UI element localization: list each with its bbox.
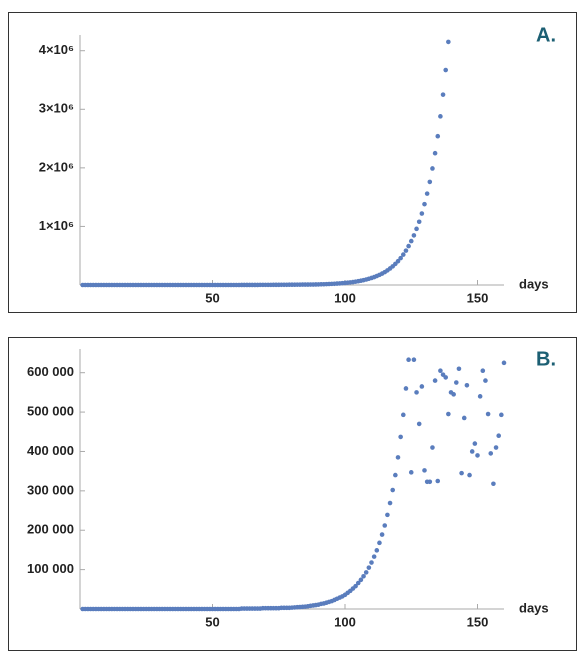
panel-annotation: A.	[536, 24, 556, 46]
y-tick-label: 100 000	[27, 561, 74, 576]
data-point	[469, 449, 475, 454]
data-point	[493, 445, 499, 450]
data-point	[443, 375, 449, 380]
data-point	[464, 382, 470, 388]
data-point	[461, 415, 467, 421]
x-tick-label: 150	[467, 290, 489, 305]
data-point	[403, 386, 409, 391]
data-point	[371, 554, 377, 559]
panel-frame	[8, 12, 577, 313]
x-tick-label: 50	[205, 290, 219, 305]
y-tick-label: 2×10⁶	[39, 159, 74, 174]
y-tick-label: 1×10⁶	[39, 218, 74, 233]
data-point	[408, 470, 414, 475]
data-point	[483, 378, 488, 383]
data-point	[395, 258, 401, 264]
y-tick-label: 500 000	[27, 404, 74, 419]
data-point	[430, 166, 435, 171]
y-tick-label: 200 000	[27, 522, 74, 537]
data-point	[411, 357, 417, 362]
data-point	[361, 574, 366, 579]
data-point	[477, 394, 483, 399]
data-point	[398, 434, 403, 440]
data-point	[411, 233, 417, 238]
data-point	[393, 472, 398, 478]
data-point	[501, 360, 507, 366]
data-point	[432, 378, 438, 383]
data-point	[401, 252, 406, 257]
y-tick-label: 600 000	[27, 364, 74, 379]
data-point	[363, 570, 369, 575]
data-point	[440, 92, 446, 97]
x-tick-label: 50	[205, 614, 219, 629]
data-point	[353, 583, 358, 589]
data-point	[398, 255, 403, 261]
data-point	[438, 368, 443, 374]
data-point	[488, 451, 494, 456]
x-axis-label: days	[519, 600, 549, 615]
data-point	[467, 472, 472, 478]
data-point	[414, 226, 419, 232]
x-tick-label: 100	[334, 614, 356, 629]
data-point	[451, 392, 456, 397]
data-point	[355, 580, 361, 586]
data-point	[427, 479, 433, 485]
data-point	[480, 368, 486, 374]
panel-frame	[8, 337, 577, 651]
y-tick-label: 3×10⁶	[39, 101, 74, 116]
y-tick-label: 300 000	[27, 482, 74, 497]
data-point	[446, 411, 451, 417]
data-point	[395, 455, 401, 460]
data-point	[416, 219, 422, 225]
data-point	[379, 532, 385, 537]
data-point	[369, 560, 374, 565]
data-point	[385, 512, 390, 518]
data-point	[408, 238, 414, 244]
data-point	[419, 211, 425, 216]
data-point	[499, 412, 504, 418]
data-point	[374, 548, 380, 553]
y-tick-label: 400 000	[27, 443, 74, 458]
data-point	[406, 243, 411, 249]
data-point	[446, 39, 451, 45]
data-point	[366, 565, 372, 570]
data-point	[406, 357, 411, 362]
data-point	[459, 470, 464, 476]
panel-annotation: B.	[536, 348, 556, 370]
x-axis-label: days	[519, 276, 549, 291]
data-point	[491, 481, 496, 487]
data-point	[424, 191, 430, 196]
data-point	[472, 441, 478, 446]
data-point	[358, 577, 364, 583]
data-point	[438, 114, 443, 119]
data-point	[377, 540, 382, 546]
data-point	[496, 433, 502, 439]
data-point	[419, 384, 425, 389]
data-point	[382, 523, 388, 528]
data-point	[422, 468, 427, 473]
data-point	[454, 380, 459, 385]
x-tick-label: 150	[467, 614, 489, 629]
data-point	[390, 487, 396, 493]
data-point	[422, 201, 427, 207]
data-point	[435, 133, 441, 139]
data-point	[435, 478, 441, 484]
data-point	[414, 390, 419, 395]
data-point	[475, 453, 480, 458]
data-point	[432, 150, 438, 156]
data-point	[430, 445, 435, 450]
data-point	[485, 411, 491, 417]
data-point	[427, 179, 433, 185]
data-point	[403, 248, 409, 253]
x-tick-label: 100	[334, 290, 356, 305]
data-point	[401, 412, 406, 418]
data-point	[443, 67, 449, 73]
data-point	[456, 366, 462, 372]
y-tick-label: 4×10⁶	[39, 42, 74, 57]
data-point	[416, 421, 422, 427]
data-point	[387, 500, 393, 506]
